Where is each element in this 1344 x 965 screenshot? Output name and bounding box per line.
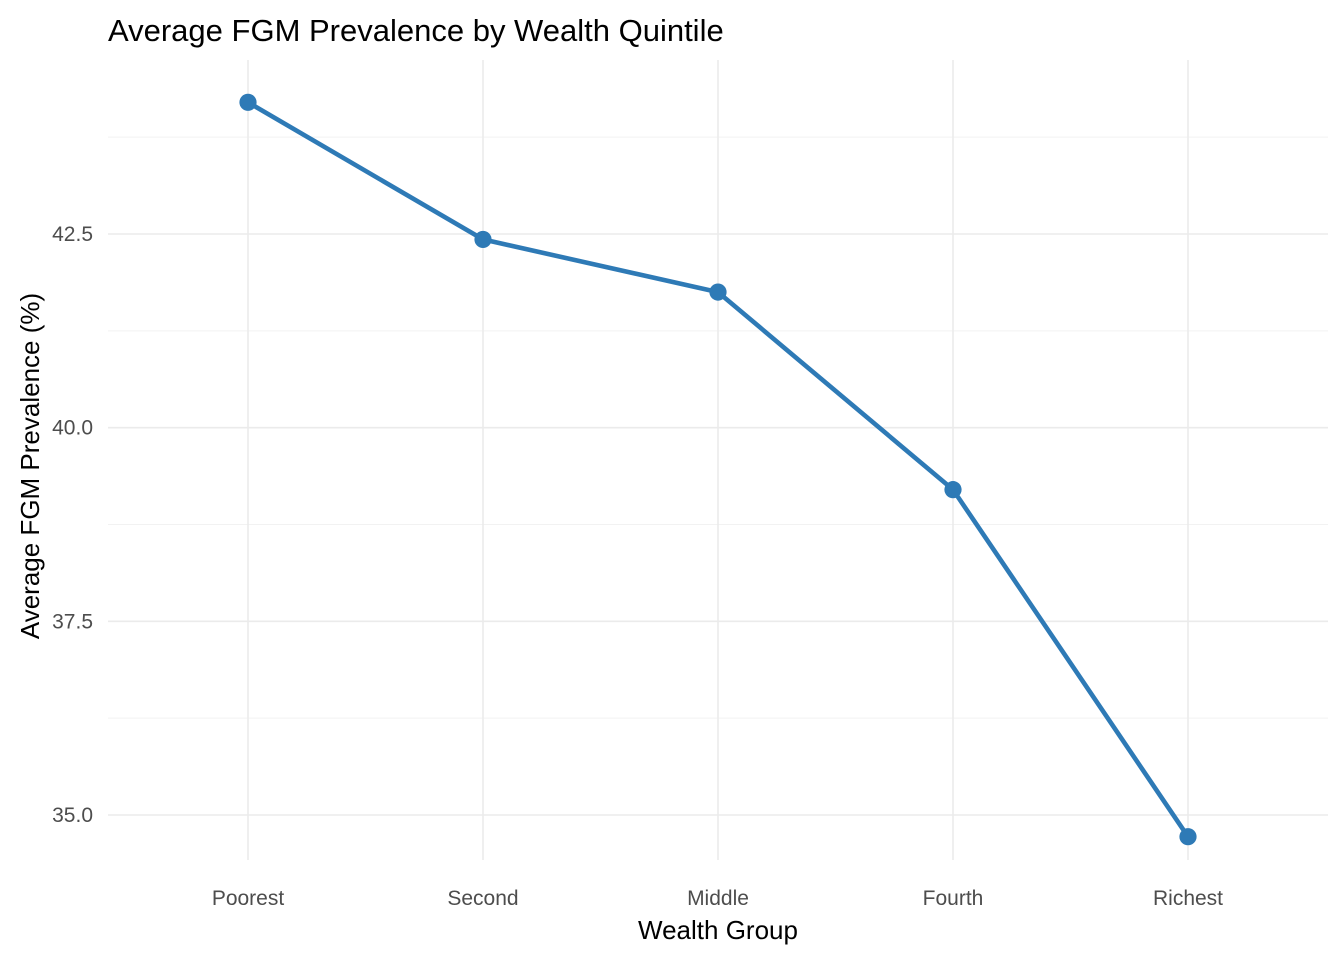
data-point-richest bbox=[1179, 828, 1197, 846]
points-layer bbox=[239, 93, 1197, 846]
data-point-second bbox=[474, 230, 492, 249]
data-point-middle bbox=[709, 283, 727, 301]
x-tick-label: Middle bbox=[687, 887, 749, 910]
x-tick-label: Poorest bbox=[212, 887, 285, 910]
y-tick-label: 40.0 bbox=[52, 417, 93, 440]
data-point-fourth bbox=[944, 481, 962, 499]
x-axis-title: Wealth Group bbox=[638, 915, 798, 945]
y-axis-title: Average FGM Prevalence (%) bbox=[15, 293, 45, 639]
x-axis-ticks: Poorest Second Middle Fourth Richest bbox=[212, 887, 1223, 910]
x-tick-label: Fourth bbox=[923, 887, 984, 910]
grid bbox=[108, 60, 1328, 860]
y-axis-ticks: 35.0 37.5 40.0 42.5 bbox=[52, 223, 93, 827]
x-tick-label: Second bbox=[447, 887, 518, 910]
y-tick-label: 37.5 bbox=[52, 610, 93, 633]
x-tick-label: Richest bbox=[1153, 887, 1223, 910]
data-point-poorest bbox=[239, 93, 257, 111]
chart-title: Average FGM Prevalence by Wealth Quintil… bbox=[108, 13, 724, 48]
y-tick-label: 42.5 bbox=[52, 223, 93, 246]
y-tick-label: 35.0 bbox=[52, 804, 93, 827]
